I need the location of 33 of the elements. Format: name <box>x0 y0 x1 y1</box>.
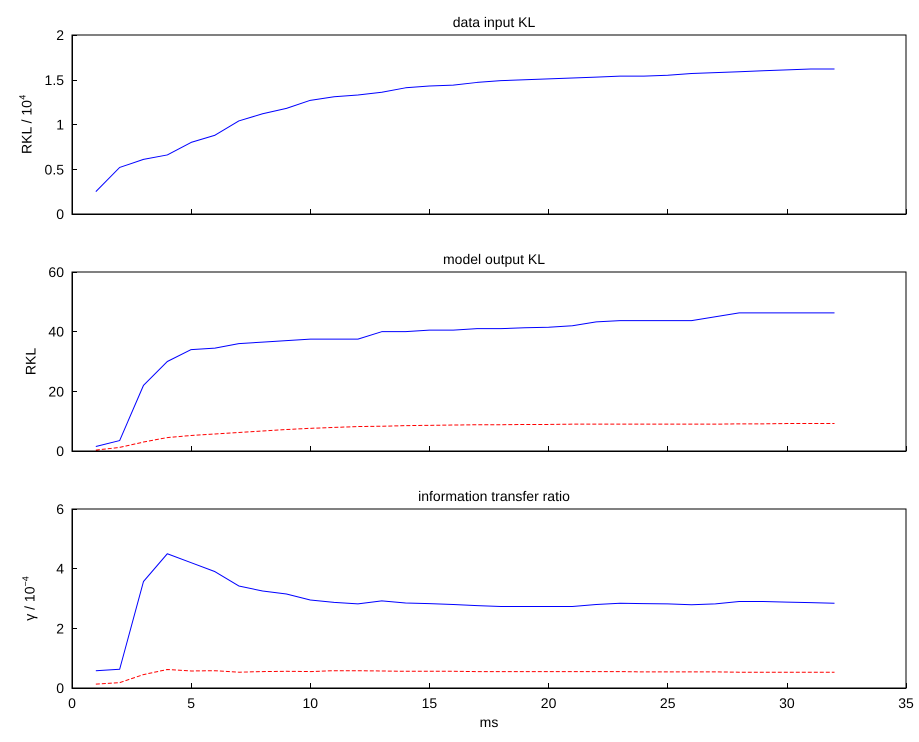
x-tick-label: 20 <box>540 695 557 711</box>
y-tick-label: 60 <box>48 264 64 280</box>
y-tick-label: 1 <box>56 116 64 132</box>
x-tick-label: 5 <box>187 695 196 711</box>
y-tick-label: 0.5 <box>44 161 64 178</box>
x-tick-label: 30 <box>779 695 795 711</box>
y-tick-label: 0 <box>56 443 64 459</box>
x-tick-label: 25 <box>660 695 676 711</box>
line-series <box>95 423 836 451</box>
chart-title: information transfer ratio <box>418 488 570 504</box>
y-tick-label: 0 <box>56 680 64 696</box>
x-tick-label: 15 <box>422 695 438 711</box>
y-tick-label: 40 <box>48 324 64 340</box>
x-tick-label: 0 <box>68 695 76 711</box>
y-axis-title: RKL <box>22 348 39 376</box>
y-axis-title: RKL / 104 <box>18 94 35 154</box>
y-tick-label: 1.5 <box>44 72 64 88</box>
y-tick-label: 6 <box>56 501 64 517</box>
y-tick-label: 2 <box>56 27 64 43</box>
y-axis-title: γ / 10−4 <box>20 576 38 621</box>
y-tick-label: 0 <box>56 206 64 222</box>
x-tick-label: 10 <box>302 695 318 711</box>
x-tick-label: 35 <box>898 695 914 711</box>
x-axis-title: ms <box>480 714 498 730</box>
y-tick-label: 2 <box>56 620 64 636</box>
line-series <box>95 553 836 672</box>
line-series <box>95 68 836 192</box>
line-series <box>95 312 836 448</box>
chart-title: model output KL <box>443 251 546 267</box>
line-series <box>95 669 836 685</box>
y-tick-label: 20 <box>48 383 64 400</box>
chart-title: data input KL <box>452 14 536 30</box>
y-tick-label: 4 <box>56 560 64 577</box>
